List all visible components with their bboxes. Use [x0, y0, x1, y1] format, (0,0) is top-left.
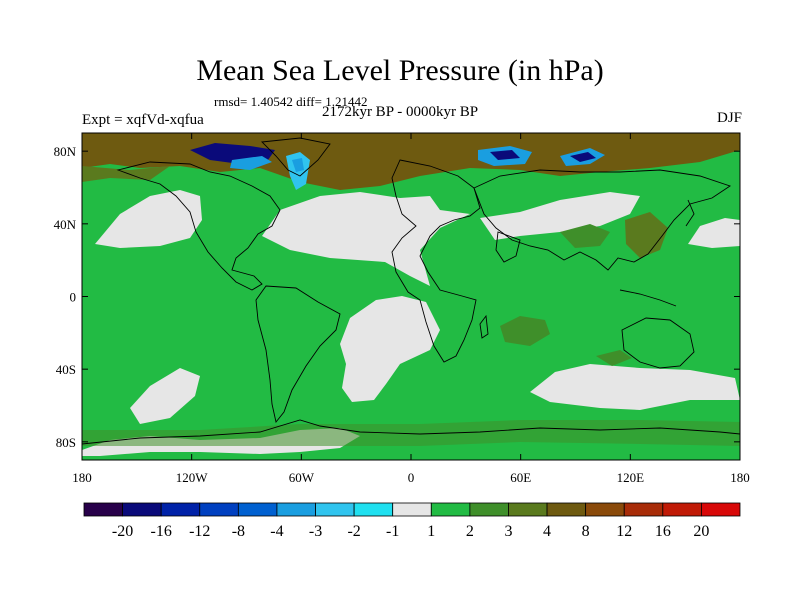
colorbar-swatch [662, 502, 702, 517]
colorbar-swatch [430, 502, 471, 517]
labrador-negative-core [292, 158, 304, 172]
colorbar-swatch [546, 502, 587, 517]
colorbar-label: 20 [693, 523, 709, 540]
indian-positive-small [596, 350, 632, 366]
siberia-negative-core [490, 150, 520, 160]
colorbar-swatch [353, 502, 394, 517]
colorbar-label: -12 [189, 523, 210, 540]
stats-line: rmsd= 1.40542 diff= 1.21442 [214, 94, 368, 109]
period-label: 2172kyr BP - 0000kyr BP [321, 104, 479, 120]
colorbar-label: -2 [347, 523, 360, 540]
southern-ocean-positive [82, 420, 740, 446]
colorbar-swatch [237, 502, 278, 517]
lon-tick-label: 120W [176, 470, 209, 485]
lon-tick-label: 180 [730, 470, 750, 485]
season-label: DJF [716, 110, 742, 126]
north-pacific-brown [82, 166, 170, 182]
greenland-negative-rim [230, 156, 272, 170]
colorbar-swatch [160, 502, 201, 517]
west-pacific-near-zero [688, 218, 740, 248]
colorbar-label: -16 [151, 523, 172, 540]
lon-tick-label: 60W [289, 470, 315, 485]
colorbar-label: 8 [582, 523, 590, 540]
colorbar-label: -4 [270, 523, 283, 540]
colorbar-swatch [623, 502, 664, 517]
colorbar-label: 12 [616, 523, 632, 540]
colorbar-label: -20 [112, 523, 133, 540]
experiment-label: Expt = xqfVd-xqfua [82, 112, 204, 128]
lon-tick-label: 60E [510, 470, 531, 485]
colorbar-swatch [469, 502, 509, 517]
south-pacific-near-zero [130, 368, 200, 424]
lon-tick-label: 0 [408, 470, 415, 485]
colorbar-label: 16 [655, 523, 671, 540]
coastlines [82, 137, 740, 445]
lat-tick-label: 80S [56, 435, 76, 450]
lat-tick-label: 0 [70, 290, 77, 305]
south-atlantic-near-zero [340, 296, 440, 402]
arabia-positive [560, 224, 610, 248]
lon-tick-label: 180 [72, 470, 92, 485]
colorbar-swatch [508, 502, 548, 517]
plot-title: Mean Sea Level Pressure (in hPa) [196, 54, 604, 87]
asia-near-zero [480, 192, 640, 240]
lat-tick-label: 40S [56, 362, 76, 377]
field-background [82, 133, 740, 460]
axis-layer: 180 120W 60W 0 60E 120E 180 80N 40N 0 40S 80S [54, 133, 750, 485]
colorbar-swatch [315, 502, 355, 517]
colorbar-label: -1 [386, 523, 399, 540]
east-siberia-negative-core [570, 152, 596, 162]
colorbar-label: -3 [309, 523, 322, 540]
colorbar-label: 1 [427, 523, 435, 540]
colorbar-label: 2 [466, 523, 474, 540]
colorbar-swatch [83, 502, 123, 517]
asia-positive [625, 212, 668, 258]
colorbar: -20 -16 -12 -8 -4 -3 -2 -1 1 2 3 4 8 12 16 20 [83, 502, 741, 540]
colorbar-swatch [701, 502, 741, 517]
north-pacific-near-zero [95, 190, 202, 248]
colorbar-swatch [585, 502, 625, 517]
north-atlantic-near-zero [262, 192, 470, 286]
colorbar-swatch [122, 502, 162, 517]
colorbar-label: -8 [232, 523, 245, 540]
colorbar-label: 4 [543, 523, 551, 540]
lon-tick-label: 120E [617, 470, 645, 485]
southern-indian-near-zero [530, 364, 740, 410]
colorbar-swatch [392, 502, 432, 517]
lat-tick-label: 80N [54, 144, 77, 159]
colorbar-swatch [276, 502, 316, 517]
colorbar-label: 3 [504, 523, 512, 540]
lat-tick-label: 40N [54, 217, 77, 232]
indian-ocean-positive [500, 316, 550, 346]
pressure-field [82, 133, 740, 460]
colorbar-swatch [199, 502, 239, 517]
